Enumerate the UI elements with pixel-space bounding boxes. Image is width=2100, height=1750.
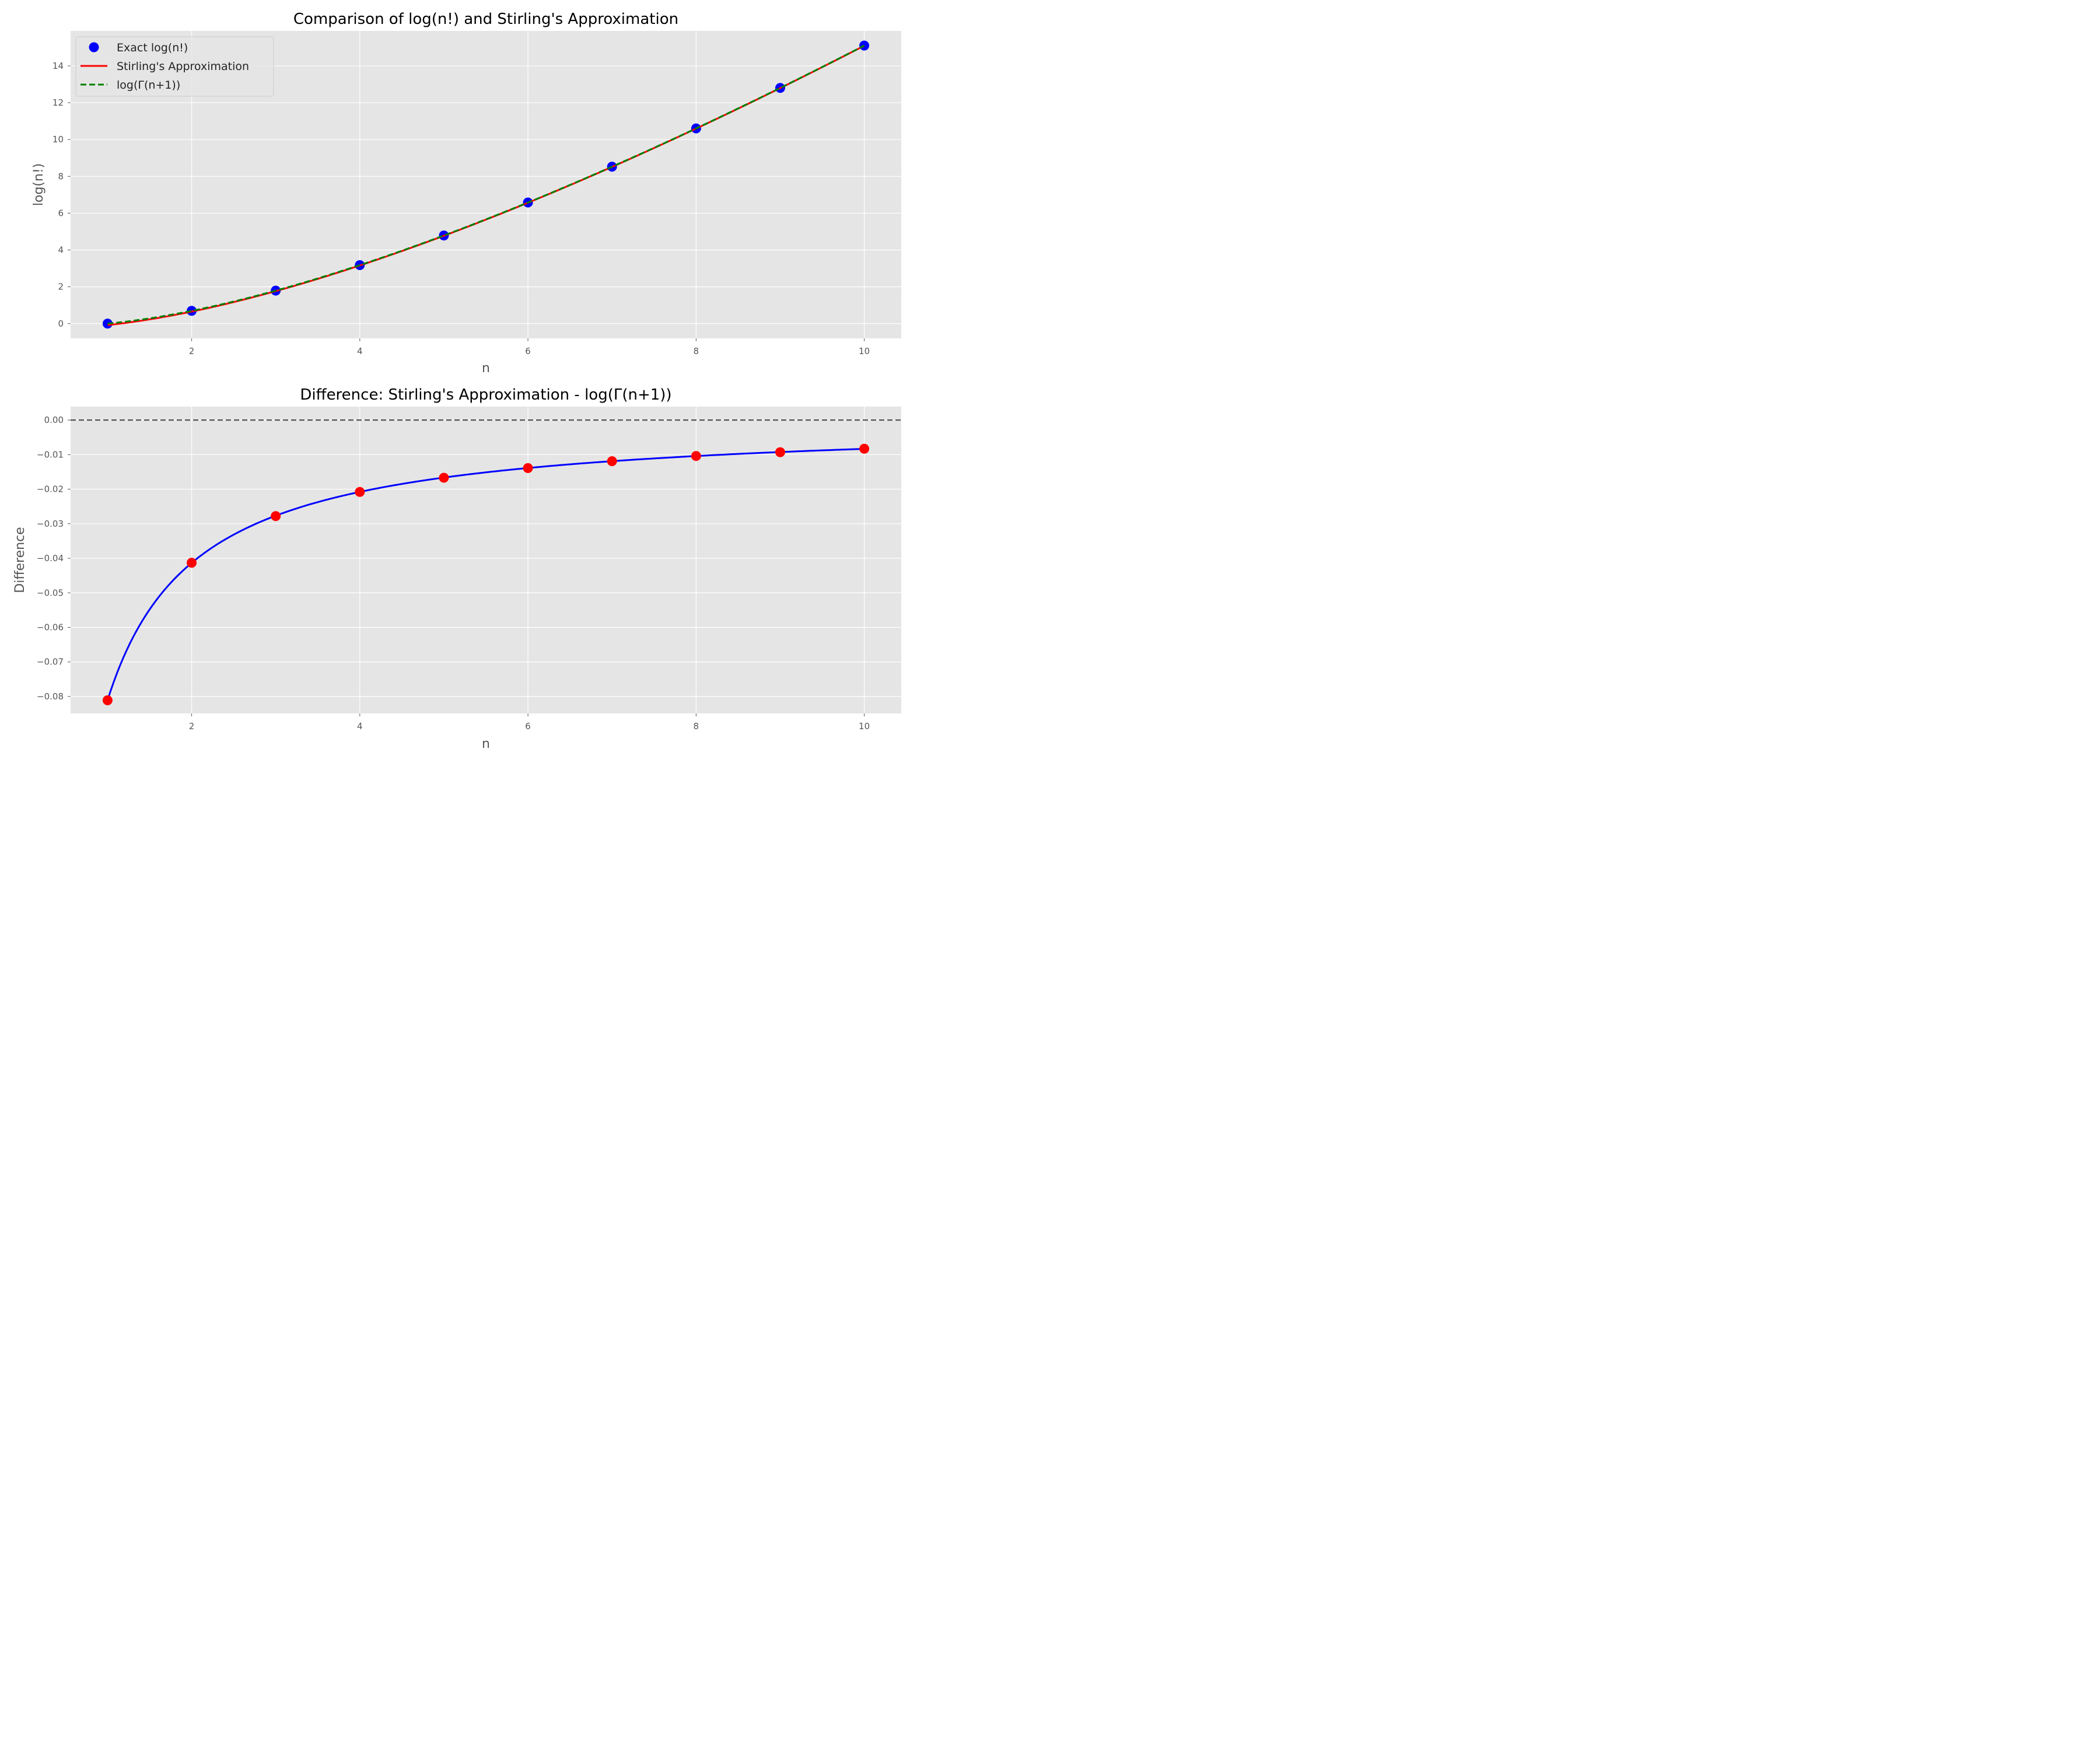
y-tick-label: 0 bbox=[58, 318, 64, 329]
x-tick-label: 2 bbox=[189, 721, 195, 732]
x-axis-label: n bbox=[482, 737, 490, 751]
x-tick-label: 6 bbox=[525, 721, 531, 732]
y-tick-label: 14 bbox=[52, 61, 64, 71]
legend-label: Exact log(n!) bbox=[117, 41, 188, 54]
chart-title: Comparison of log(n!) and Stirling's App… bbox=[293, 10, 678, 28]
data-point bbox=[859, 443, 870, 454]
data-point bbox=[271, 511, 281, 522]
scatter-series bbox=[102, 443, 870, 705]
x-tick-label: 8 bbox=[694, 346, 699, 356]
x-tick-label: 6 bbox=[525, 346, 531, 356]
x-tick-label: 10 bbox=[859, 346, 870, 356]
bottom-chart-panel: 2 4 6 8 10 0.00 −0.01 −0.02 −0.03 −0.04 −0.05 −0.06… bbox=[13, 386, 901, 751]
y-tick-label: 6 bbox=[58, 208, 64, 218]
data-point bbox=[439, 473, 449, 483]
data-point bbox=[523, 463, 533, 473]
y-tick-label: 4 bbox=[58, 245, 64, 256]
top-chart-panel: 2 4 6 8 10 0 2 4 6 8 10 12 14 Comparison of log(n!) a… bbox=[32, 10, 901, 376]
gridlines bbox=[71, 31, 901, 338]
x-tick-label: 2 bbox=[189, 346, 195, 356]
series-line-difference bbox=[106, 447, 864, 701]
y-tick-label: −0.05 bbox=[37, 587, 64, 598]
y-tick-label: 2 bbox=[58, 282, 64, 292]
series-line-loggamma bbox=[107, 44, 865, 325]
y-tick-label: 10 bbox=[52, 134, 64, 145]
x-tick-label: 4 bbox=[357, 346, 363, 356]
data-point bbox=[691, 451, 701, 461]
x-tick-label: 8 bbox=[694, 721, 699, 732]
gridlines bbox=[71, 407, 901, 713]
y-tick-label: 12 bbox=[52, 97, 64, 108]
y-tick-label: −0.07 bbox=[37, 657, 64, 667]
x-tick-label: 4 bbox=[357, 721, 363, 732]
y-axis-label: Difference bbox=[13, 527, 27, 593]
legend: Exact log(n!) Stirling's Approximation log… bbox=[75, 36, 274, 97]
data-point bbox=[187, 558, 197, 568]
y-tick-label: −0.04 bbox=[37, 553, 64, 564]
legend-marker bbox=[89, 42, 99, 52]
x-tick-label: 10 bbox=[859, 721, 870, 732]
legend-label: Stirling's Approximation bbox=[117, 60, 249, 73]
y-tick-label: −0.02 bbox=[37, 484, 64, 495]
y-tick-label: −0.08 bbox=[37, 691, 64, 702]
chart-title: Difference: Stirling's Approximation - l… bbox=[300, 386, 671, 404]
figure: 2 4 6 8 10 0 2 4 6 8 10 12 14 Comparison of log(n!) a… bbox=[13, 10, 901, 751]
y-tick-label: 8 bbox=[58, 171, 64, 181]
data-point bbox=[607, 456, 617, 467]
data-point bbox=[102, 318, 113, 329]
y-tick-label: −0.03 bbox=[37, 519, 64, 529]
x-axis-label: n bbox=[482, 361, 490, 376]
legend-label: log(Γ(n+1)) bbox=[117, 79, 180, 92]
y-tick-label: −0.01 bbox=[37, 449, 64, 460]
legend-box bbox=[75, 36, 274, 97]
data-point bbox=[102, 695, 113, 705]
data-point bbox=[355, 487, 365, 497]
y-tick-label: 0.00 bbox=[44, 415, 64, 425]
data-point bbox=[775, 447, 785, 457]
y-tick-label: −0.06 bbox=[37, 622, 64, 633]
y-axis-label: log(n!) bbox=[32, 163, 46, 206]
